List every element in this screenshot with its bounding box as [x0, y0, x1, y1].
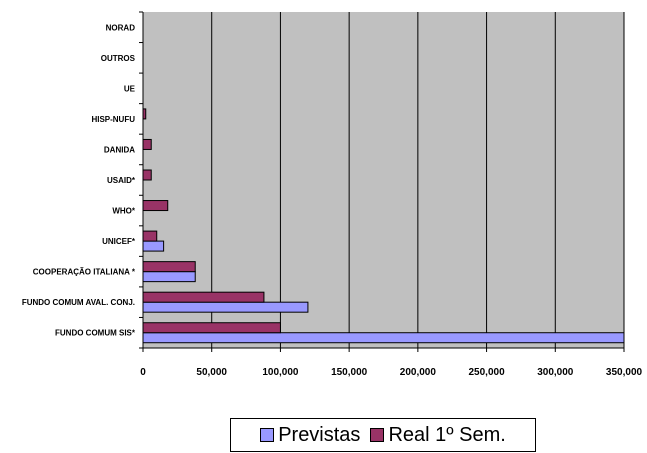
category-label: OUTROS — [101, 54, 136, 63]
bar-real — [142, 138, 152, 150]
category-label: FUNDO COMUM SIS* — [55, 329, 136, 338]
legend-swatch-previstas — [260, 428, 275, 442]
bar-real — [142, 322, 281, 334]
bar-previstas — [142, 271, 196, 283]
category-label: COOPERAÇÃO ITALIANA * — [33, 268, 136, 277]
x-tick-label: 100,000 — [262, 367, 299, 378]
bar-real — [142, 261, 196, 273]
legend-item-previstas: Previstas — [260, 424, 360, 447]
legend-label-previstas: Previstas — [278, 423, 361, 446]
bar-real — [142, 200, 169, 212]
bar-previstas — [142, 240, 165, 252]
bar-real — [142, 230, 158, 242]
x-tick-label: 0 — [140, 367, 146, 378]
bar-real — [142, 291, 265, 303]
x-tick-label: 300,000 — [537, 367, 574, 378]
x-tick-label: 150,000 — [331, 367, 368, 378]
x-tick-label: 250,000 — [468, 367, 505, 378]
bar-previstas — [142, 301, 309, 313]
category-label: NORAD — [106, 23, 136, 32]
bar-previstas — [142, 332, 625, 344]
legend-item-real: Real 1º Sem. — [370, 423, 506, 447]
legend-swatch-real — [370, 428, 385, 442]
x-tick-label: 350,000 — [606, 367, 643, 378]
legend: Previstas Real 1º Sem. — [230, 418, 536, 452]
category-label: USAID* — [107, 176, 136, 185]
x-tick-label: 50,000 — [196, 367, 227, 378]
legend-label-real: Real 1º Sem. — [388, 423, 506, 446]
category-label: FUNDO COMUM AVAL. CONJ. — [22, 298, 135, 307]
category-label: WHO* — [112, 207, 136, 216]
category-label: UNICEF* — [102, 237, 136, 246]
category-label: HISP-NUFU — [91, 115, 135, 124]
x-tick-label: 200,000 — [400, 367, 437, 378]
bar-real — [142, 169, 152, 181]
category-label: UE — [124, 84, 136, 93]
category-label: DANIDA — [104, 145, 135, 154]
